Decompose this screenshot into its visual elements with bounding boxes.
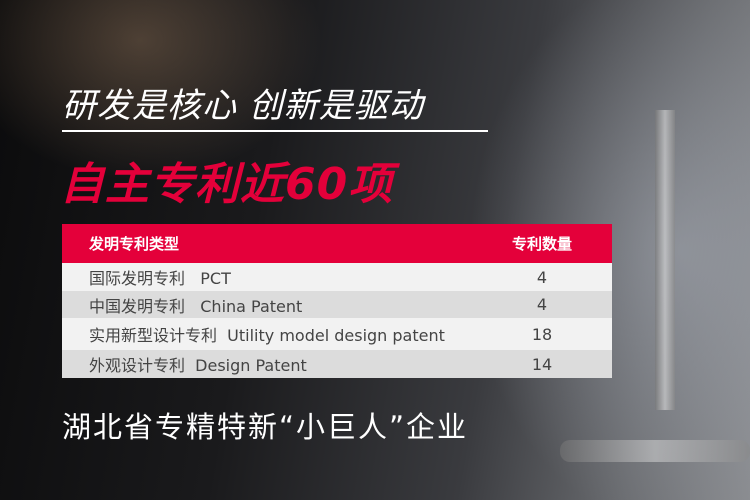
- row-type: 中国发明专利 China Patent: [89, 296, 303, 316]
- header-count: 专利数量: [511, 235, 572, 253]
- patent-table: 发明专利类型 专利数量 国际发明专利 PCT 4 中国发明专利 China Pa…: [62, 224, 612, 378]
- subheadline: 自主专利近60项: [60, 159, 394, 210]
- table-row: 实用新型设计专利 Utility model design patent 18: [62, 318, 612, 350]
- background-machinery: [655, 110, 675, 410]
- row-count: 14: [531, 354, 553, 374]
- row-count: 4: [536, 267, 548, 287]
- headline-divider: [62, 130, 488, 132]
- row-type: 外观设计专利 Design Patent: [89, 356, 307, 375]
- slogan: 湖北省专精特新“小巨人”企业: [62, 410, 469, 444]
- row-count: 4: [536, 295, 548, 314]
- background-roller: [560, 440, 750, 462]
- headline: 研发是核心 创新是驱动: [62, 86, 424, 126]
- row-type: 国际发明专利 PCT: [89, 269, 231, 288]
- header-type: 发明专利类型: [89, 235, 180, 253]
- table-row: 国际发明专利 PCT 4: [62, 263, 612, 291]
- table-row: 外观设计专利 Design Patent 14: [62, 350, 612, 378]
- row-count: 18: [531, 324, 553, 344]
- table-row: 中国发明专利 China Patent 4: [62, 291, 612, 318]
- table-header: 发明专利类型 专利数量: [62, 224, 612, 263]
- row-type: 实用新型设计专利 Utility model design patent: [89, 326, 445, 345]
